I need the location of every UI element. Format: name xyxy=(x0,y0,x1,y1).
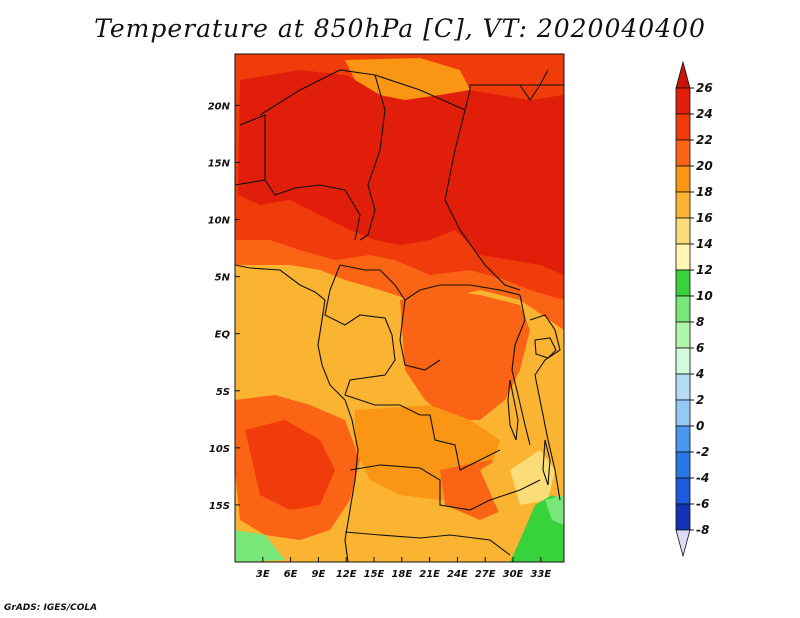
x-tick-label: 12E xyxy=(336,569,357,580)
colorbar-label: -8 xyxy=(696,523,709,537)
colorbar-label: 20 xyxy=(696,159,713,173)
colorbar-label: 14 xyxy=(696,237,713,251)
x-tick-label: 33E xyxy=(530,569,551,580)
border-east-2 xyxy=(529,314,561,501)
border-west-2 xyxy=(239,114,266,180)
y-tick-label: 20N xyxy=(208,101,231,112)
colorbar-label: -6 xyxy=(696,497,709,511)
colorbar-top-arrow xyxy=(675,60,691,89)
colorbar-segment xyxy=(675,451,691,479)
border-central-2 xyxy=(324,264,501,471)
red-sea-coast xyxy=(519,69,549,101)
colorbar-segment xyxy=(675,425,691,453)
border-north-3 xyxy=(444,109,521,291)
border-south-2 xyxy=(344,531,511,556)
colorbar-label: 12 xyxy=(696,263,713,277)
colorbar-segment xyxy=(675,139,691,167)
x-tick-label: 30E xyxy=(503,569,524,580)
border-north-2 xyxy=(359,74,386,241)
colorbar-segment xyxy=(675,347,691,375)
lake-tanganyika-outline xyxy=(507,379,519,441)
temp-region-se-lightgreen xyxy=(545,495,564,525)
x-tick-label: 3E xyxy=(256,569,270,580)
x-tick-label: 6E xyxy=(284,569,298,580)
colorbar-label: 16 xyxy=(696,211,713,225)
colorbar-label: 6 xyxy=(696,341,704,355)
temp-region-north-orange xyxy=(345,58,470,100)
colorbar-label: -2 xyxy=(696,445,709,459)
y-tick-label: 15N xyxy=(208,158,231,169)
map-title: Temperature at 850hPa [C], VT: 202004040… xyxy=(94,14,706,43)
lake-victoria-outline xyxy=(534,337,557,359)
colorbar-segment xyxy=(675,295,691,323)
colorbar-segment xyxy=(675,503,691,531)
colorbar-label: 4 xyxy=(695,367,704,381)
colorbar-label: 22 xyxy=(696,133,713,147)
x-tick-label: 18E xyxy=(391,569,412,580)
x-tick-label: 21E xyxy=(419,569,440,580)
colorbar-segment xyxy=(675,477,691,505)
colorbar-label: 18 xyxy=(696,185,713,199)
border-central-3 xyxy=(399,299,441,371)
border-central-1 xyxy=(339,264,521,301)
colorbar-label: 8 xyxy=(696,315,704,329)
temp-region-central-22 xyxy=(400,290,530,420)
colorbar-segment xyxy=(675,399,691,427)
y-tick-label: 10S xyxy=(209,444,230,455)
x-tick-label: 15E xyxy=(364,569,385,580)
colorbar-segment xyxy=(675,113,691,141)
border-west-1 xyxy=(234,179,361,241)
colorbar-segment xyxy=(675,165,691,193)
grads-credit: GrADS: IGES/COLA xyxy=(4,603,98,613)
temp-region-sw-green xyxy=(235,530,285,562)
border-south-1 xyxy=(349,464,541,511)
y-tick-label: EQ xyxy=(215,330,231,341)
x-axis: 3E 6E 9E 12E 15E 18E 21E 24E 27E 30E 33E xyxy=(256,557,551,580)
x-tick-label: 24E xyxy=(447,569,468,580)
border-east-1 xyxy=(511,294,531,446)
y-tick-label: 15S xyxy=(209,501,230,512)
colorbar-label: -4 xyxy=(696,471,709,485)
west-coastline xyxy=(234,264,359,563)
y-tick-label: 5N xyxy=(215,273,231,284)
map-frame xyxy=(234,53,565,563)
temp-region-southwest-24 xyxy=(245,420,335,510)
x-tick-label: 27E xyxy=(475,569,496,580)
temp-region-26-core xyxy=(238,70,564,275)
y-tick-label: 10N xyxy=(208,216,231,227)
colorbar-segment xyxy=(675,373,691,401)
map-plot xyxy=(234,53,565,563)
colorbar-label: 24 xyxy=(696,107,713,121)
y-tick-label: 5S xyxy=(216,387,230,398)
colorbar-label: 2 xyxy=(696,393,704,407)
colorbar-segment xyxy=(675,191,691,219)
colorbar-label: 0 xyxy=(696,419,704,433)
y-axis: 20N 15N 10N 5N EQ 5S 10S 15S xyxy=(208,101,240,512)
x-tick-label: 9E xyxy=(312,569,326,580)
colorbar-segment xyxy=(675,321,691,349)
colorbar-segment xyxy=(675,269,691,297)
colorbar-segment xyxy=(675,243,691,271)
lake-malawi-outline xyxy=(542,439,551,486)
colorbar-segment xyxy=(675,87,691,115)
border-north-1 xyxy=(259,69,564,116)
coastlines-and-borders xyxy=(234,69,564,563)
colorbar-label: 10 xyxy=(696,289,713,303)
colorbar-bottom-arrow xyxy=(675,529,691,558)
colorbar-segment xyxy=(675,217,691,245)
colorbar-label: 26 xyxy=(696,81,713,95)
